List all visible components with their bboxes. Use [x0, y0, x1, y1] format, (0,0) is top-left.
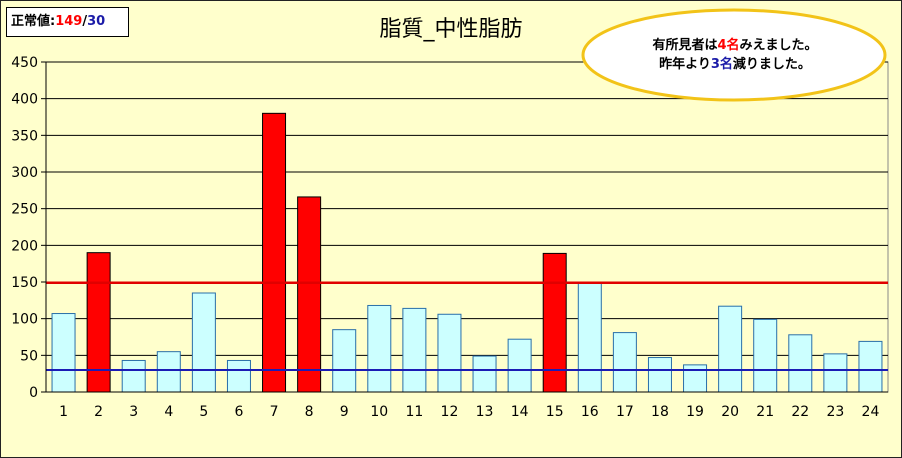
- bar-3: [121, 359, 146, 393]
- x-tick-label: 22: [791, 404, 809, 420]
- chart-title: 脂質_中性脂肪: [379, 17, 523, 42]
- bar-15: [542, 252, 567, 393]
- callout-ellipse: [581, 8, 887, 102]
- bar-6: [226, 359, 251, 393]
- y-tick-label: 100: [11, 312, 38, 328]
- x-tick-label: 13: [476, 404, 494, 420]
- bar-10: [367, 304, 392, 393]
- bar-17: [612, 332, 637, 393]
- plot-area: [45, 61, 889, 393]
- y-tick-label: 50: [20, 348, 38, 364]
- x-tick-label: 17: [616, 404, 634, 420]
- x-tick-label: 19: [686, 404, 704, 420]
- x-tick-label: 21: [756, 404, 774, 420]
- bar-11: [402, 307, 427, 393]
- callout-line1-count: 4名: [717, 38, 740, 53]
- x-tick-label: 15: [546, 404, 564, 420]
- bar-1: [51, 313, 76, 393]
- callout-text: 有所見者は4名みえました。 昨年より3名減りました。: [590, 36, 880, 74]
- bar-14: [507, 338, 532, 393]
- bar-8: [297, 196, 322, 393]
- bar-9: [332, 329, 357, 393]
- x-tick-label: 24: [862, 404, 880, 420]
- x-tick-label: 5: [199, 404, 208, 420]
- y-tick-label: 400: [11, 92, 38, 108]
- callout-line2-pre: 昨年より: [659, 57, 711, 72]
- bar-13: [472, 355, 497, 393]
- x-tick-label: 4: [164, 404, 173, 420]
- x-tick-label: 11: [405, 404, 423, 420]
- bar-19: [683, 364, 708, 393]
- y-tick-label: 300: [11, 165, 38, 181]
- x-tick-label: 12: [441, 404, 459, 420]
- bar-2: [86, 252, 111, 393]
- bar-23: [823, 353, 848, 393]
- bar-4: [156, 351, 181, 393]
- y-tick-label: 250: [11, 202, 38, 218]
- x-tick-label: 20: [721, 404, 739, 420]
- x-tick-label: 9: [340, 404, 349, 420]
- normal-value-separator: /: [82, 14, 88, 29]
- bar-16: [577, 282, 602, 393]
- bar-5: [191, 292, 216, 393]
- x-tick-label: 14: [511, 404, 529, 420]
- bar-20: [718, 305, 743, 393]
- normal-value-lower: 30: [87, 14, 106, 29]
- x-tick-label: 8: [305, 404, 314, 420]
- bar-18: [647, 357, 672, 393]
- x-tick-label: 2: [94, 404, 103, 420]
- x-tick-label: 16: [581, 404, 599, 420]
- normal-value-box: 正常値:149/30: [6, 7, 129, 37]
- y-tick-label: 200: [11, 238, 38, 254]
- bar-24: [858, 340, 883, 393]
- bar-21: [753, 318, 778, 393]
- bar-7: [262, 112, 287, 393]
- x-tick-label: 23: [826, 404, 844, 420]
- y-tick-label: 450: [11, 55, 38, 71]
- callout-line2-post: 減りました。: [732, 57, 811, 72]
- normal-value-upper: 149: [55, 14, 83, 29]
- x-tick-label: 1: [59, 404, 68, 420]
- callout-line1-pre: 有所見者は: [652, 38, 718, 53]
- callout-line1-post: みえました。: [739, 38, 818, 53]
- x-tick-label: 7: [270, 404, 279, 420]
- x-tick-label: 3: [129, 404, 138, 420]
- x-tick-label: 10: [370, 404, 388, 420]
- x-tick-label: 6: [234, 404, 243, 420]
- y-tick-label: 0: [29, 385, 38, 401]
- callout-line2-count: 3名: [710, 57, 733, 72]
- y-tick-label: 350: [11, 128, 38, 144]
- x-tick-label: 18: [651, 404, 669, 420]
- callout-line-1: 有所見者は4名みえました。: [590, 36, 880, 55]
- normal-value-label: 正常値:: [11, 14, 56, 29]
- y-tick-label: 150: [11, 275, 38, 291]
- bar-12: [437, 313, 462, 393]
- bar-22: [788, 334, 813, 393]
- callout-line-2: 昨年より3名減りました。: [590, 55, 880, 74]
